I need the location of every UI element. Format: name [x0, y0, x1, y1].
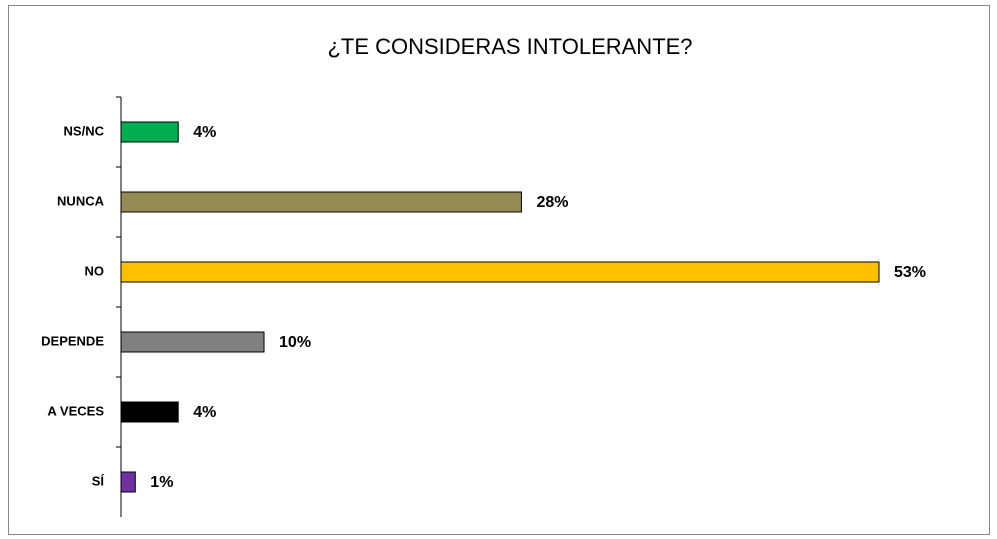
- category-label: DEPENDE: [41, 333, 104, 348]
- chart-title: ¿TE CONSIDERAS INTOLERANTE?: [327, 34, 692, 59]
- category-label: NUNCA: [57, 193, 105, 208]
- data-label: 4%: [193, 124, 216, 141]
- category-label: NO: [85, 263, 105, 278]
- bar: [120, 191, 522, 213]
- data-label: 4%: [193, 404, 216, 421]
- category-label: NS/NC: [64, 123, 105, 138]
- category-label: A VECES: [47, 403, 104, 418]
- data-label: 28%: [536, 194, 568, 211]
- data-label: 1%: [150, 474, 173, 491]
- bar: [120, 401, 179, 423]
- category-label: SÍ: [92, 473, 105, 488]
- data-label: 53%: [894, 264, 926, 281]
- bar: [120, 331, 265, 353]
- bar: [120, 261, 880, 283]
- bar: [120, 121, 179, 143]
- data-label: 10%: [279, 334, 311, 351]
- bar: [120, 471, 136, 493]
